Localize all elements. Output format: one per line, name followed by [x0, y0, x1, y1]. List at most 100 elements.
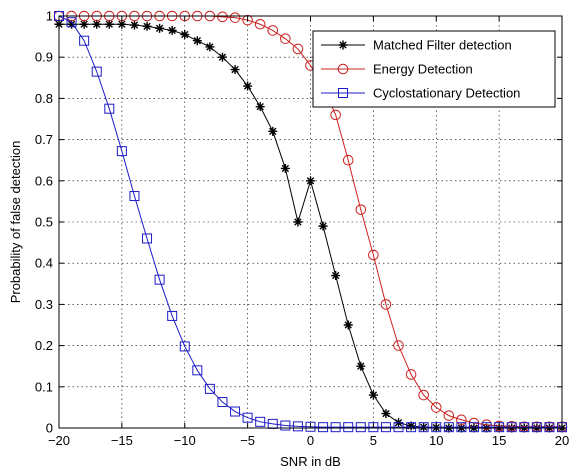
- marker-star: [338, 40, 348, 50]
- x-tick-label: 15: [492, 433, 506, 448]
- marker-square: [456, 422, 467, 433]
- marker-star: [205, 42, 215, 52]
- marker-circle: [443, 410, 455, 421]
- marker-square: [443, 422, 454, 433]
- marker-circle: [229, 12, 241, 23]
- y-tick-label: 0.3: [35, 297, 53, 312]
- x-axis-label: SNR in dB: [280, 454, 341, 469]
- marker-square: [255, 416, 266, 427]
- marker-circle: [405, 369, 417, 380]
- y-tick-label: 0.1: [35, 379, 53, 394]
- marker-square: [242, 412, 253, 423]
- y-tick-label: 0.7: [35, 132, 53, 147]
- x-tick-label: 0: [307, 433, 314, 448]
- marker-square: [481, 422, 492, 433]
- grid: [59, 16, 562, 428]
- marker-star: [217, 52, 227, 62]
- marker-square: [179, 341, 190, 352]
- marker-star: [230, 65, 240, 75]
- legend-label: Energy Detection: [373, 62, 473, 77]
- marker-square: [355, 422, 366, 433]
- marker-square: [431, 422, 442, 433]
- marker-square: [79, 35, 90, 46]
- marker-circle: [267, 25, 279, 36]
- y-tick-label: 0.4: [35, 256, 53, 271]
- marker-star: [117, 19, 127, 29]
- marker-circle: [355, 204, 367, 215]
- x-tick-label: −15: [111, 433, 133, 448]
- legend-item: Cyclostationary Detection: [321, 86, 520, 101]
- x-tick-label: 20: [555, 433, 569, 448]
- marker-star: [318, 221, 328, 231]
- marker-square: [380, 422, 391, 433]
- marker-star: [92, 19, 102, 29]
- marker-circle: [418, 389, 429, 401]
- marker-star: [104, 19, 114, 29]
- marker-square: [468, 422, 479, 433]
- marker-circle: [368, 249, 379, 261]
- marker-square: [142, 233, 153, 244]
- marker-star: [129, 20, 139, 30]
- marker-star: [180, 30, 190, 40]
- ticks: −20 −15 −10 −5 0 5 10 15 20 0 0.1 0.2 0.3 0.4 0.5 0.6 0.…: [35, 9, 569, 449]
- marker-circle: [280, 33, 291, 44]
- legend-item: Energy Detection: [321, 62, 473, 77]
- x-tick-label: −5: [240, 433, 255, 448]
- marker-star: [167, 25, 177, 35]
- marker-star: [306, 176, 315, 186]
- marker-circle: [254, 18, 266, 30]
- marker-square: [204, 383, 215, 394]
- marker-square: [91, 66, 102, 77]
- legend-label: Cyclostationary Detection: [373, 86, 520, 101]
- marker-star: [356, 361, 366, 371]
- marker-square: [338, 88, 348, 98]
- marker-square: [506, 422, 517, 433]
- marker-square: [280, 420, 291, 431]
- y-tick-label: 0.2: [35, 338, 53, 353]
- marker-star: [331, 271, 341, 281]
- x-tick-label: 5: [370, 433, 377, 448]
- marker-star: [368, 390, 378, 400]
- y-tick-label: 0.5: [35, 215, 53, 230]
- marker-square: [305, 421, 316, 432]
- marker-circle: [292, 43, 304, 55]
- marker-circle: [242, 14, 253, 26]
- y-tick-label: 0.9: [35, 50, 53, 65]
- marker-circle: [380, 299, 392, 310]
- marker-star: [67, 19, 77, 29]
- marker-circle: [337, 63, 349, 75]
- marker-star: [255, 102, 265, 112]
- marker-circle: [456, 414, 467, 426]
- marker-square: [154, 274, 165, 285]
- marker-square: [230, 406, 241, 417]
- x-tick-label: −20: [48, 433, 70, 448]
- marker-square: [66, 17, 77, 28]
- marker-star: [243, 81, 253, 91]
- marker-square: [519, 422, 530, 433]
- marker-square: [343, 422, 354, 433]
- x-tick-label: 10: [429, 433, 443, 448]
- legend: Matched Filter detection Energy Detection…: [312, 30, 556, 108]
- marker-square: [406, 422, 417, 433]
- marker-square: [494, 422, 505, 433]
- marker-square: [318, 422, 329, 433]
- marker-circle: [430, 402, 442, 413]
- marker-square: [192, 365, 203, 376]
- marker-square: [292, 421, 303, 432]
- marker-star: [381, 409, 391, 419]
- marker-square: [544, 422, 555, 433]
- marker-square: [368, 422, 379, 433]
- y-tick-label: 0.8: [35, 91, 53, 106]
- marker-circle: [330, 109, 341, 121]
- marker-circle: [342, 154, 354, 166]
- marker-square: [531, 422, 542, 433]
- marker-square: [116, 146, 127, 157]
- marker-star: [280, 163, 290, 173]
- marker-star: [79, 19, 89, 29]
- marker-star: [343, 320, 353, 330]
- marker-circle: [217, 11, 228, 23]
- x-tick-label: −10: [174, 433, 196, 448]
- marker-square: [167, 310, 178, 321]
